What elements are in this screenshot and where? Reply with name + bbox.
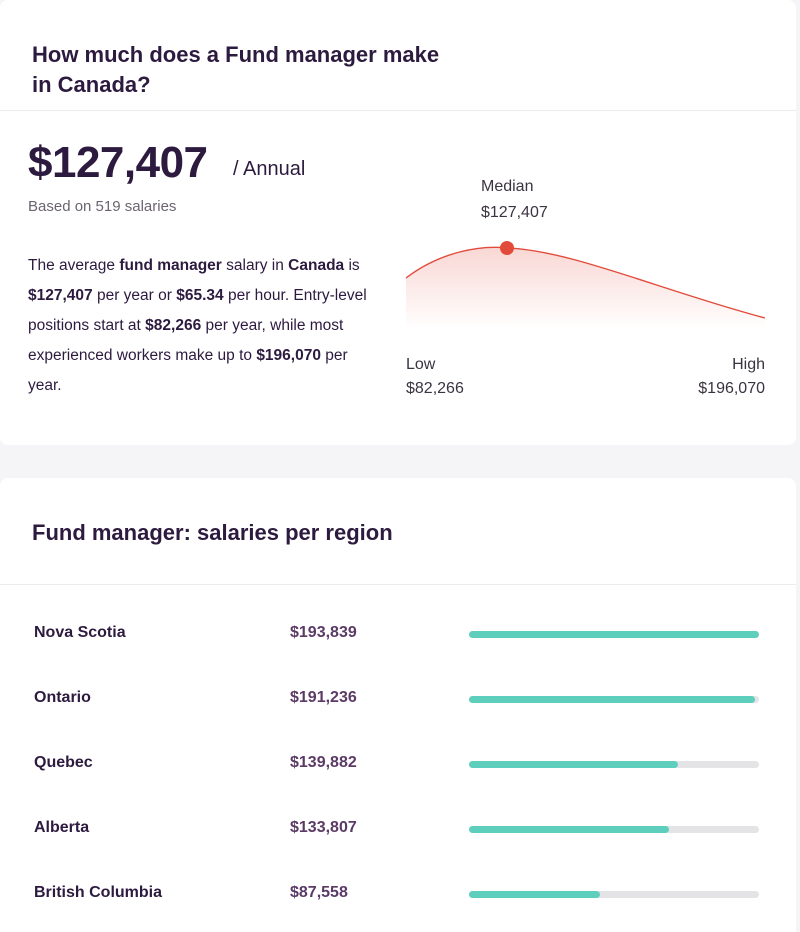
distribution-curve [405,241,766,330]
salary-bar-track [469,826,759,833]
salary-bar-track [469,891,759,898]
region-salary: $133,807 [290,819,357,836]
low-value: $82,266 [406,380,464,397]
region-row: Nova Scotia $193,839 [0,618,796,648]
salary-bar-fill [469,761,679,768]
salary-bar-track [469,761,759,768]
salary-distribution-chart: Median $127,407 Low $82,266 High $196,07… [400,170,780,410]
median-label: Median [481,178,534,195]
region-name: Alberta [34,819,90,836]
region-name: Nova Scotia [34,624,126,641]
divider [0,584,796,585]
high-value: $196,070 [698,380,765,397]
salary-bar-fill [469,891,601,898]
region-salary: $87,558 [290,884,348,901]
salary-period: / Annual [233,158,306,180]
average-salary: $127,407 [28,138,208,187]
median-marker [500,241,514,255]
salary-bar-fill [469,826,670,833]
divider [0,110,796,111]
regions-card: Fund manager: salaries per region Nova S… [0,478,796,932]
salary-summary-card: How much does a Fund manager make in Can… [0,0,796,445]
page-title: How much does a Fund manager make in Can… [32,42,440,97]
region-row: Quebec $139,882 [0,748,796,778]
salary-count: Based on 519 salaries [28,198,177,215]
high-label: High [732,356,765,373]
salary-bar-track [469,631,759,638]
low-label: Low [406,356,436,373]
median-value: $127,407 [481,204,548,221]
region-name: Quebec [34,754,93,771]
section-title: Fund manager: salaries per region [32,520,393,545]
salary-bar-fill [469,696,756,703]
salary-bar-fill [469,631,759,638]
region-salary: $193,839 [290,624,357,641]
region-name: British Columbia [34,884,163,901]
region-salary: $191,236 [290,689,357,706]
region-row: Alberta $133,807 [0,813,796,843]
salary-description: The average fund manager salary in Canad… [28,257,367,394]
region-row: Ontario $191,236 [0,683,796,713]
region-salary: $139,882 [290,754,357,771]
region-row: British Columbia $87,558 [0,878,796,908]
curve-area [406,247,765,330]
region-name: Ontario [34,689,91,706]
curve-line [405,246,766,319]
salary-bar-track [469,696,759,703]
